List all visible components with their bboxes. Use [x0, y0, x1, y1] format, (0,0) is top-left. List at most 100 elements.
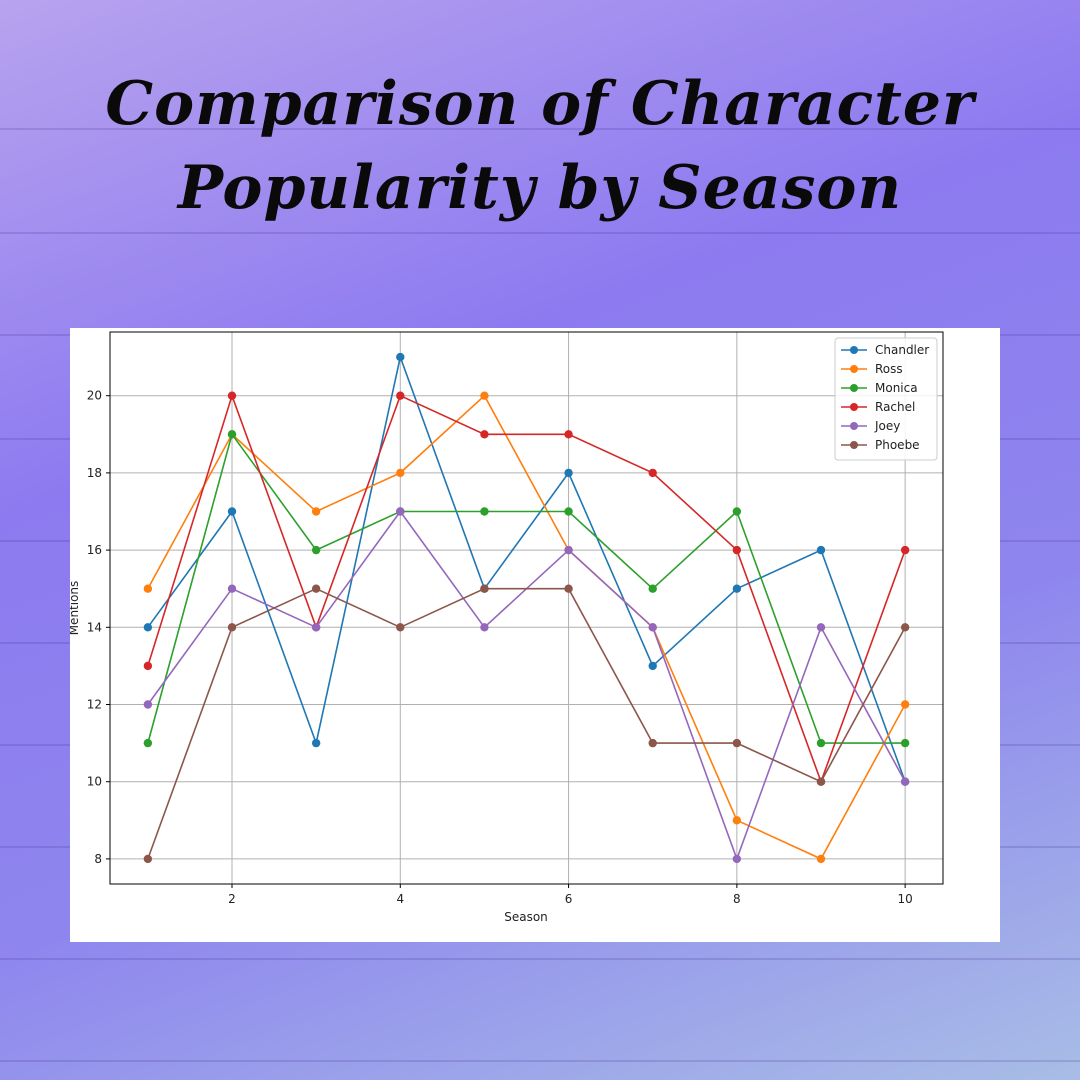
legend-label: Phoebe	[875, 438, 920, 452]
data-point-rachel	[732, 545, 742, 555]
series-line-rachel	[147, 393, 906, 785]
data-point-phoebe	[648, 738, 657, 748]
data-point-chandler	[816, 545, 826, 555]
y-tick-label: 12	[87, 698, 102, 712]
data-point-chandler	[143, 623, 153, 632]
data-point-ross	[143, 584, 153, 593]
data-point-joey	[143, 700, 153, 709]
x-tick-label: 2	[228, 892, 236, 906]
legend-entry-joey: Joey	[841, 419, 900, 433]
grid	[110, 332, 943, 884]
data-point-phoebe	[900, 623, 910, 632]
plot-area-frame	[109, 331, 944, 885]
data-point-phoebe	[311, 584, 321, 593]
data-point-ross	[732, 816, 742, 825]
data-point-chandler	[648, 661, 657, 671]
series-line-ross	[147, 394, 906, 860]
data-point-phoebe	[816, 777, 826, 786]
data-point-monica	[311, 545, 321, 555]
axis-ticks: 2 4 6 8 10 8 10 12 14 16 18 20	[87, 389, 913, 906]
data-point-rachel	[900, 545, 910, 555]
legend-entry-rachel: Rachel	[841, 400, 915, 414]
data-point-monica	[732, 507, 742, 516]
line-chart: 2 4 6 8 10 8 10 12 14 16 18 20 Season Mentions Chan…	[70, 331, 944, 924]
data-point-chandler	[227, 507, 237, 516]
data-point-ross	[816, 854, 826, 864]
data-point-rachel	[396, 391, 405, 400]
data-point-rachel	[227, 391, 237, 400]
legend-swatch-marker	[850, 422, 858, 430]
legend-swatch-marker	[850, 384, 858, 392]
data-point-phoebe	[564, 584, 573, 593]
plank-line	[0, 1060, 1080, 1062]
legend-entry-phoebe: Phoebe	[841, 438, 920, 452]
data-point-ross	[311, 507, 321, 516]
chart-card: 2 4 6 8 10 8 10 12 14 16 18 20 Season Mentions Chan…	[70, 328, 1000, 942]
data-point-phoebe	[480, 584, 489, 593]
data-point-joey	[311, 623, 321, 632]
x-tick-label: 4	[396, 892, 404, 906]
data-point-monica	[816, 738, 826, 748]
legend-entry-monica: Monica	[841, 381, 918, 395]
data-point-phoebe	[143, 854, 153, 864]
legend-swatch-marker	[850, 365, 858, 373]
plank-line	[0, 128, 1080, 130]
data-point-monica	[648, 584, 657, 593]
data-point-ross	[900, 700, 910, 709]
y-axis-label: Mentions	[70, 581, 81, 636]
legend-swatch-marker	[850, 403, 858, 411]
series-line-monica	[147, 432, 906, 744]
series-phoebe	[143, 584, 910, 864]
data-point-ross	[396, 468, 405, 478]
data-point-phoebe	[227, 623, 237, 632]
data-point-joey	[564, 545, 573, 555]
data-point-joey	[816, 623, 826, 632]
y-tick-label: 14	[87, 620, 102, 634]
series-group	[143, 352, 910, 864]
data-point-phoebe	[732, 738, 742, 748]
x-tick-label: 10	[897, 892, 912, 906]
series-monica	[143, 430, 910, 748]
data-point-rachel	[480, 430, 489, 439]
y-tick-label: 18	[87, 466, 102, 480]
data-point-joey	[732, 854, 742, 864]
y-tick-label: 8	[94, 852, 102, 866]
legend-label: Ross	[875, 362, 903, 376]
title-line-1: Comparison of Character	[105, 69, 975, 139]
y-tick-label: 20	[87, 389, 102, 403]
data-point-joey	[480, 623, 489, 632]
data-point-chandler	[564, 468, 573, 478]
legend-swatch-marker	[850, 441, 858, 449]
data-point-monica	[143, 738, 153, 748]
data-point-monica	[564, 507, 573, 516]
legend-swatch-marker	[850, 346, 858, 354]
legend: Chandler Ross Monica Rachel Joey Phoebe	[834, 337, 938, 461]
data-point-joey	[227, 584, 237, 593]
page-title: Comparison of Character Popularity by Se…	[0, 62, 1080, 230]
legend-label: Monica	[875, 381, 918, 395]
x-tick-label: 8	[733, 892, 741, 906]
data-point-chandler	[732, 584, 742, 593]
series-joey	[143, 507, 910, 864]
data-point-ross	[480, 391, 489, 400]
y-tick-label: 10	[87, 775, 102, 789]
data-point-chandler	[396, 352, 405, 362]
x-tick-label: 6	[565, 892, 573, 906]
data-point-rachel	[143, 661, 153, 671]
y-tick-label: 16	[87, 543, 102, 557]
data-point-rachel	[564, 430, 573, 439]
data-point-joey	[648, 623, 657, 632]
plank-line	[0, 232, 1080, 234]
data-point-joey	[396, 507, 405, 516]
data-point-joey	[900, 777, 910, 786]
series-line-chandler	[147, 354, 906, 782]
data-point-monica	[227, 430, 237, 439]
title-line-2: Popularity by Season	[177, 153, 903, 223]
legend-entry-chandler: Chandler	[841, 343, 929, 357]
data-point-monica	[480, 507, 489, 516]
data-point-chandler	[311, 738, 321, 748]
data-point-phoebe	[396, 623, 405, 632]
legend-label: Chandler	[875, 343, 929, 357]
series-chandler	[143, 352, 910, 786]
legend-label: Rachel	[875, 400, 915, 414]
